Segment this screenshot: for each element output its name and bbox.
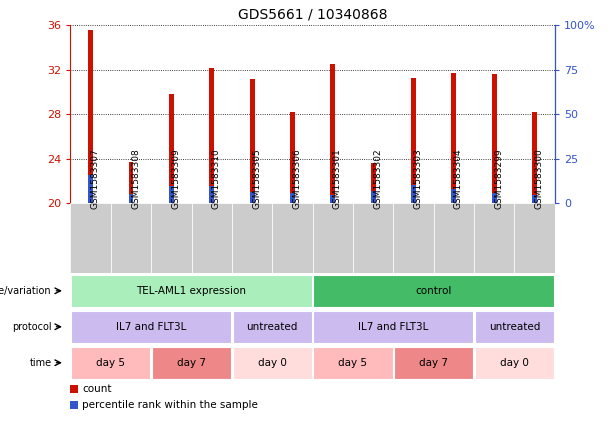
- Bar: [411, 77, 416, 203]
- Bar: [475, 311, 554, 343]
- Bar: [151, 203, 191, 273]
- Bar: [475, 347, 554, 379]
- Title: GDS5661 / 10340868: GDS5661 / 10340868: [238, 8, 387, 22]
- Bar: [233, 347, 312, 379]
- Text: GSM1583309: GSM1583309: [172, 148, 180, 209]
- Text: percentile rank within the sample: percentile rank within the sample: [82, 400, 258, 410]
- Bar: [492, 193, 497, 203]
- Bar: [169, 187, 174, 203]
- Text: GSM1583304: GSM1583304: [454, 148, 463, 209]
- Bar: [70, 203, 111, 273]
- Bar: [411, 185, 416, 203]
- Text: day 7: day 7: [177, 358, 206, 368]
- Text: protocol: protocol: [12, 322, 51, 332]
- Text: GSM1583307: GSM1583307: [91, 148, 100, 209]
- Bar: [290, 112, 295, 203]
- Bar: [313, 347, 392, 379]
- Bar: [330, 64, 335, 203]
- Bar: [290, 193, 295, 203]
- Text: IL7 and FLT3L: IL7 and FLT3L: [116, 322, 186, 332]
- Text: TEL-AML1 expression: TEL-AML1 expression: [137, 286, 246, 296]
- Bar: [191, 203, 232, 273]
- Bar: [88, 30, 93, 203]
- Text: count: count: [82, 384, 112, 394]
- Bar: [353, 203, 394, 273]
- Bar: [249, 79, 254, 203]
- Bar: [70, 385, 78, 393]
- Text: genotype/variation: genotype/variation: [0, 286, 51, 296]
- Text: GSM1583310: GSM1583310: [211, 148, 221, 209]
- Bar: [71, 275, 312, 307]
- Bar: [272, 203, 313, 273]
- Text: GSM1583299: GSM1583299: [494, 148, 503, 209]
- Bar: [451, 73, 456, 203]
- Text: GSM1583305: GSM1583305: [252, 148, 261, 209]
- Bar: [209, 187, 214, 203]
- Bar: [313, 311, 473, 343]
- Text: GSM1583306: GSM1583306: [292, 148, 302, 209]
- Text: day 0: day 0: [258, 358, 287, 368]
- Bar: [70, 401, 78, 409]
- Text: GSM1583308: GSM1583308: [131, 148, 140, 209]
- Bar: [169, 94, 174, 203]
- Bar: [209, 68, 214, 203]
- Bar: [532, 195, 537, 203]
- Bar: [152, 347, 231, 379]
- Bar: [129, 162, 134, 203]
- Text: time: time: [29, 358, 51, 368]
- Text: GSM1583300: GSM1583300: [535, 148, 544, 209]
- Text: GSM1583301: GSM1583301: [333, 148, 342, 209]
- Text: untreated: untreated: [489, 322, 540, 332]
- Bar: [514, 203, 555, 273]
- Bar: [532, 112, 537, 203]
- Text: GSM1583303: GSM1583303: [414, 148, 422, 209]
- Text: GSM1583302: GSM1583302: [373, 148, 382, 209]
- Bar: [313, 275, 554, 307]
- Bar: [313, 203, 353, 273]
- Text: IL7 and FLT3L: IL7 and FLT3L: [358, 322, 428, 332]
- Bar: [394, 203, 434, 273]
- Bar: [232, 203, 272, 273]
- Bar: [249, 192, 254, 203]
- Bar: [129, 194, 134, 203]
- Bar: [71, 347, 150, 379]
- Bar: [371, 163, 376, 203]
- Text: control: control: [416, 286, 452, 296]
- Text: untreated: untreated: [246, 322, 298, 332]
- Text: day 5: day 5: [96, 358, 125, 368]
- Bar: [88, 175, 93, 203]
- Bar: [71, 311, 231, 343]
- Text: day 7: day 7: [419, 358, 448, 368]
- Bar: [330, 195, 335, 203]
- Bar: [233, 311, 312, 343]
- Bar: [474, 203, 514, 273]
- Text: day 0: day 0: [500, 358, 529, 368]
- Text: day 5: day 5: [338, 358, 367, 368]
- Bar: [111, 203, 151, 273]
- Bar: [451, 189, 456, 203]
- Bar: [394, 347, 473, 379]
- Bar: [371, 191, 376, 203]
- Bar: [492, 74, 497, 203]
- Bar: [433, 203, 474, 273]
